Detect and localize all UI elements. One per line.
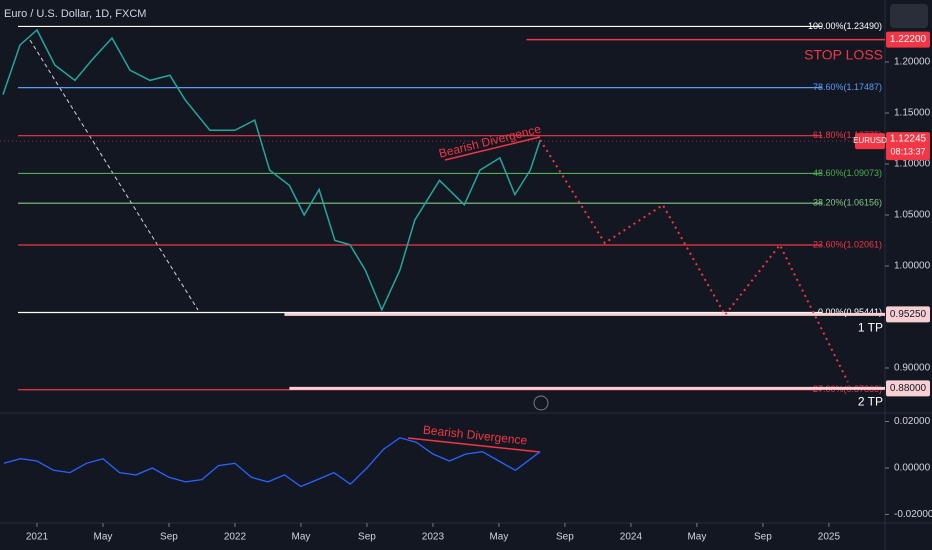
x-tick-label: 2021 xyxy=(26,532,49,543)
x-tick-label: 2022 xyxy=(224,532,247,543)
countdown: 08:13:37 xyxy=(890,146,925,156)
macd-line xyxy=(3,437,541,488)
divergence-line xyxy=(407,437,541,453)
event-icon[interactable] xyxy=(533,395,549,411)
y-tick-label: -0.02000 xyxy=(894,509,932,520)
target-name: 1 TP xyxy=(858,321,883,335)
y-tick-label: 1.15000 xyxy=(894,108,931,119)
x-tick-label: 2024 xyxy=(620,532,643,543)
x-tick-label: Sep xyxy=(358,532,376,543)
last-price-box xyxy=(886,132,930,161)
price-line xyxy=(2,28,541,312)
x-tick-label: May xyxy=(489,532,508,543)
last-price: 1.12245 xyxy=(890,134,927,145)
target-price: 1.22200 xyxy=(890,34,927,45)
x-tick-label: May xyxy=(687,532,706,543)
target-name: STOP LOSS xyxy=(804,46,883,62)
fib-label: 0.00%(0.95441) xyxy=(818,307,882,317)
x-tick-label: Sep xyxy=(160,532,178,543)
x-tick-label: Sep xyxy=(754,532,772,543)
symbol: EURUSD xyxy=(853,136,887,145)
x-tick-label: 2025 xyxy=(818,532,841,543)
x-tick-label: May xyxy=(93,532,112,543)
y-tick-label: 1.00000 xyxy=(894,261,931,272)
target-name: 2 TP xyxy=(858,395,883,409)
y-tick-label: 1.10000 xyxy=(894,159,931,170)
fib-label: 78.60%(1.17487) xyxy=(813,82,882,92)
y-tick-label: 0.02000 xyxy=(894,416,931,427)
x-tick-label: 2023 xyxy=(422,532,445,543)
fib-label: 38.20%(1.06156) xyxy=(813,198,882,208)
target-price-box xyxy=(886,380,930,397)
x-tick-label: May xyxy=(291,532,310,543)
y-tick-label: 0.00000 xyxy=(894,463,931,474)
menu-button[interactable] xyxy=(890,4,928,28)
y-tick-label: 1.05000 xyxy=(894,210,931,221)
fib-label: 23.60%(1.02061) xyxy=(813,239,882,249)
fib-label: 61.80%(1.12775) xyxy=(813,130,882,140)
chart-title: Euro / U.S. Dollar, 1D, FXCM xyxy=(4,8,146,20)
target-price-box xyxy=(886,31,930,48)
x-tick-label: Sep xyxy=(556,532,574,543)
symbol-box xyxy=(855,133,885,150)
trend-line xyxy=(29,39,199,311)
target-price: 0.95250 xyxy=(890,309,927,320)
target-price-box xyxy=(886,306,930,323)
target-price: 0.88000 xyxy=(890,383,927,394)
y-tick-label: 0.90000 xyxy=(894,363,931,374)
y-tick-label: 1.20000 xyxy=(894,57,931,68)
fib-label: 100.00%(1.23490) xyxy=(808,21,882,31)
fib-label: 48.60%(1.09073) xyxy=(813,168,882,178)
